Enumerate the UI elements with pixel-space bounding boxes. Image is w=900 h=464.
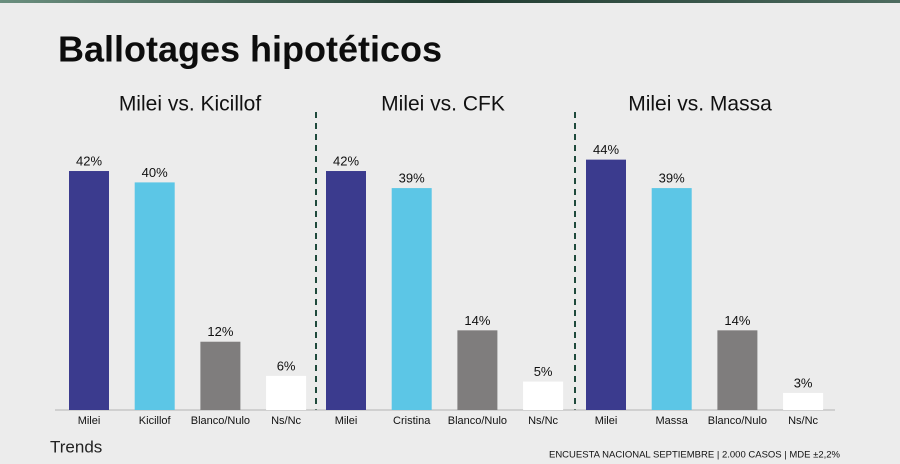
panel-title: Milei vs. Massa [628,93,772,116]
bar [651,188,692,410]
bar [266,375,307,410]
bar [523,381,564,410]
bar [326,171,366,410]
category-label: Blanco/Nulo [448,415,507,427]
category-label: Ns/Nc [528,415,558,427]
category-label: Cristina [393,415,431,427]
value-label: 39% [659,171,685,186]
value-label: 44% [593,142,619,157]
category-label: Milei [78,415,101,427]
top-strip [0,0,900,3]
bar [457,330,498,410]
panel-title: Milei vs. Kicillof [119,93,262,116]
brand: Trends [50,437,102,456]
bar [391,188,432,410]
title: Ballotages hipotéticos [58,29,442,70]
value-label: 14% [464,313,490,328]
bar [717,330,758,410]
category-label: Kicillof [139,415,172,427]
value-label: 42% [76,153,102,168]
bar [586,159,626,410]
category-label: Milei [335,415,358,427]
value-label: 42% [333,153,359,168]
value-label: 39% [399,171,425,186]
category-label: Milei [595,415,618,427]
value-label: 40% [142,165,168,180]
bar [69,171,109,410]
category-label: Ns/Nc [788,415,818,427]
bar [783,392,824,410]
category-label: Blanco/Nulo [708,415,767,427]
value-label: 14% [724,313,750,328]
value-label: 5% [534,364,553,379]
category-label: Ns/Nc [271,415,301,427]
source: ENCUESTA NACIONAL SEPTIEMBRE | 2.000 CAS… [549,450,841,461]
value-label: 12% [207,324,233,339]
category-label: Massa [655,415,688,427]
value-label: 3% [794,375,813,390]
bar [200,341,241,410]
category-label: Blanco/Nulo [191,415,250,427]
bar [134,182,175,410]
panel-title: Milei vs. CFK [381,93,505,116]
value-label: 6% [277,358,296,373]
